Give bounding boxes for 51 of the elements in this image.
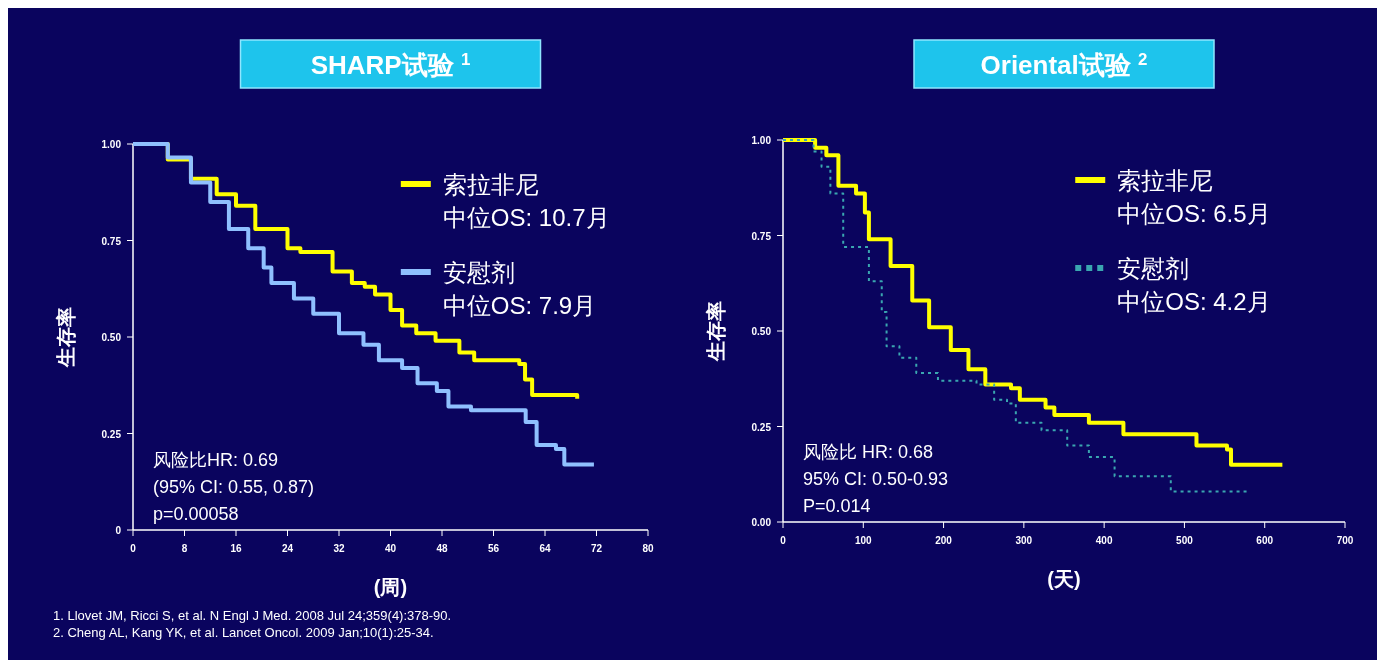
annotation: 中位OS: 4.2月	[1117, 288, 1271, 315]
y-tick-label: 0.75	[751, 230, 772, 242]
y-tick-label: 0	[115, 525, 122, 536]
x-tick-label: 0	[130, 543, 137, 554]
y-tick-label: 0.00	[751, 517, 772, 528]
annotation: (95% CI: 0.55, 0.87)	[153, 477, 315, 497]
x-tick-label: 80	[642, 543, 654, 554]
chart-title: SHARP试验 $^{1}$	[310, 49, 471, 80]
x-axis-title: (周)	[373, 576, 408, 598]
legend-label: 索拉非尼	[1117, 167, 1214, 194]
x-tick-label: 24	[281, 543, 294, 554]
x-tick-label: 48	[436, 543, 448, 554]
x-tick-label: 56	[487, 543, 500, 554]
x-tick-label: 200	[935, 535, 953, 546]
annotation: 中位OS: 10.7月	[442, 204, 610, 231]
annotation: p=0.00058	[153, 504, 239, 524]
legend-label: 索拉非尼	[442, 171, 539, 198]
annotation: 95% CI: 0.50-0.93	[803, 469, 949, 489]
x-tick-label: 40	[384, 543, 397, 554]
annotation: 风险比 HR: 0.68	[803, 442, 934, 462]
x-tick-label: 700	[1336, 535, 1354, 546]
x-axis-title: (天)	[1047, 568, 1081, 590]
x-tick-label: 72	[590, 543, 603, 554]
legend-label: 安慰剂	[1117, 255, 1190, 282]
x-tick-label: 500	[1176, 535, 1194, 546]
y-tick-label: 1.00	[751, 135, 772, 146]
text: 2. Cheng AL, Kang YK, et al. Lancet Oncol. 2009 Jan;10(1):25-34.	[53, 625, 434, 640]
x-tick-label: 100	[854, 535, 873, 546]
x-tick-label: 16	[230, 543, 242, 554]
annotation: 风险比HR: 0.69	[153, 450, 279, 470]
x-tick-label: 600	[1256, 535, 1274, 546]
y-tick-label: 0.50	[101, 332, 122, 343]
y-axis-title: 生存率	[55, 307, 77, 368]
chart-title: Oriental试验 $^{2}$	[980, 49, 1148, 80]
y-tick-label: 0.50	[751, 326, 772, 337]
x-tick-label: 32	[333, 543, 345, 554]
y-axis-title: 生存率	[705, 301, 727, 362]
x-tick-label: 300	[1015, 535, 1033, 546]
annotation: P=0.014	[803, 496, 871, 516]
x-tick-label: 8	[181, 543, 188, 554]
x-tick-label: 64	[539, 543, 551, 554]
y-tick-label: 0.75	[101, 235, 122, 247]
text: 1. Llovet JM, Ricci S, et al. N Engl J Med. 2008 Jul 24;359(4):378-90.	[53, 608, 452, 623]
legend-label: 安慰剂	[442, 259, 515, 286]
x-tick-label: 0	[780, 535, 787, 546]
y-tick-label: 1.00	[101, 139, 122, 150]
x-tick-label: 400	[1095, 535, 1113, 546]
y-tick-label: 0.25	[751, 421, 772, 433]
annotation: 中位OS: 7.9月	[442, 292, 597, 319]
y-tick-label: 0.25	[101, 428, 122, 440]
annotation: 中位OS: 6.5月	[1117, 200, 1271, 227]
